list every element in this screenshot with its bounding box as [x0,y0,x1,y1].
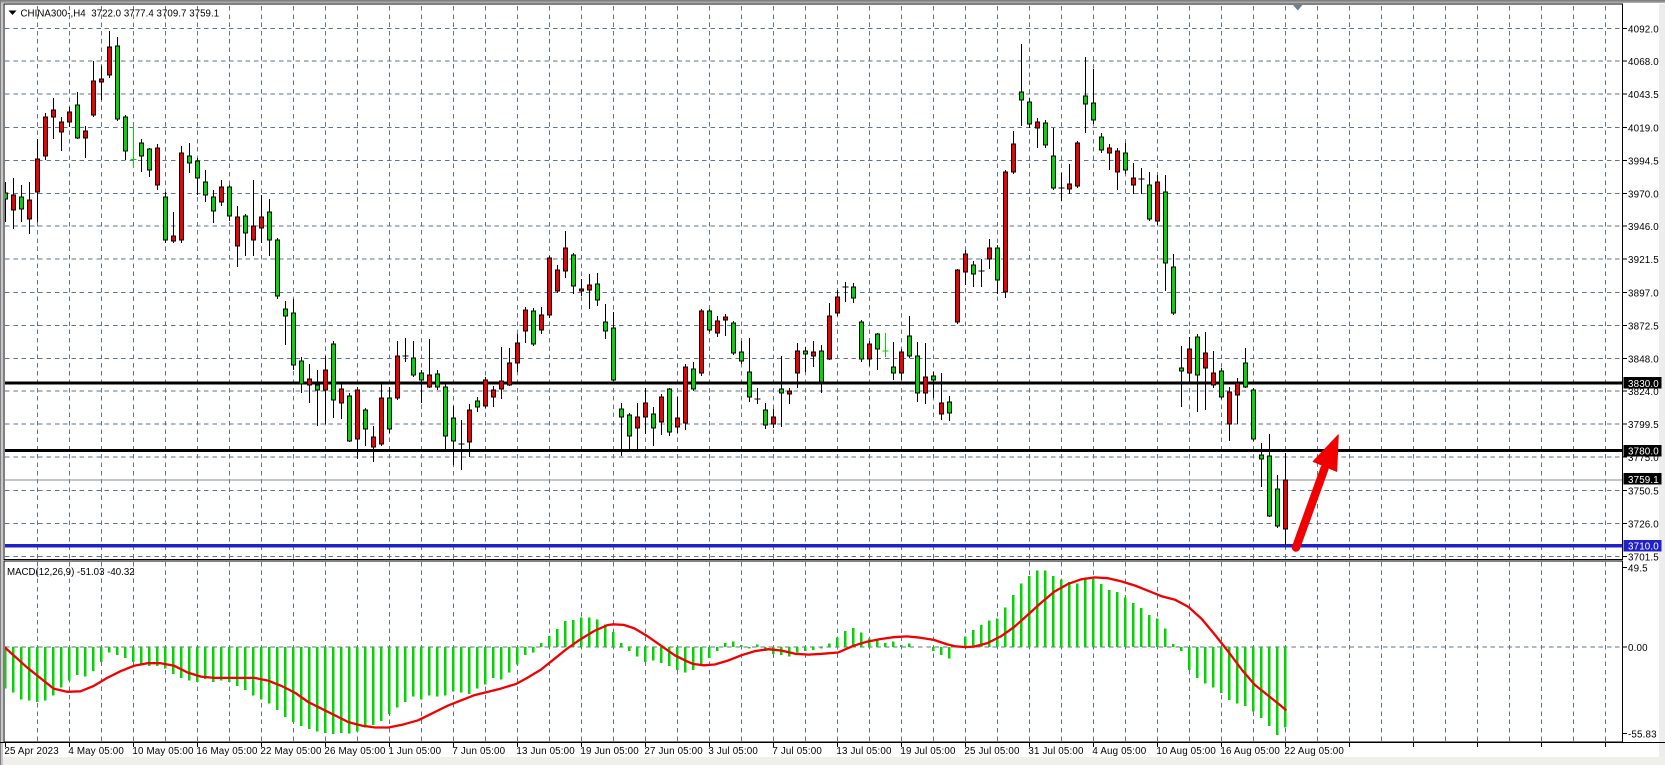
svg-text:7 Jul 05:00: 7 Jul 05:00 [772,746,822,757]
svg-text:3759.1: 3759.1 [1628,475,1659,486]
svg-text:4 Aug 05:00: 4 Aug 05:00 [1092,746,1146,757]
svg-text:16 Aug 05:00: 16 Aug 05:00 [1220,746,1280,757]
svg-text:3726.0: 3726.0 [1628,520,1659,531]
svg-text:22 Aug 05:00: 22 Aug 05:00 [1284,746,1344,757]
svg-text:4 May 05:00: 4 May 05:00 [68,746,124,757]
svg-text:3830.0: 3830.0 [1628,379,1659,390]
svg-text:3780.0: 3780.0 [1628,447,1659,458]
svg-text:0.00: 0.00 [1628,643,1648,654]
svg-text:3848.0: 3848.0 [1628,355,1659,366]
svg-text:25 Apr 2023: 25 Apr 2023 [4,746,59,757]
svg-text:49.5: 49.5 [1628,563,1648,574]
svg-text:3750.5: 3750.5 [1628,486,1659,497]
svg-text:4043.5: 4043.5 [1628,90,1659,101]
svg-text:27 Jun 05:00: 27 Jun 05:00 [644,746,703,757]
svg-text:13 Jul 05:00: 13 Jul 05:00 [836,746,892,757]
svg-text:-55.83: -55.83 [1628,730,1657,741]
svg-text:3710.0: 3710.0 [1628,542,1659,553]
svg-text:10 Aug 05:00: 10 Aug 05:00 [1156,746,1216,757]
svg-text:19 Jul 05:00: 19 Jul 05:00 [900,746,956,757]
svg-text:3701.5: 3701.5 [1628,553,1659,564]
svg-text:4068.0: 4068.0 [1628,57,1659,68]
svg-text:3775.0: 3775.0 [1628,453,1659,464]
svg-text:3872.5: 3872.5 [1628,321,1659,332]
svg-text:22 May 05:00: 22 May 05:00 [260,746,322,757]
svg-text:3921.5: 3921.5 [1628,255,1659,266]
svg-text:1 Jun 05:00: 1 Jun 05:00 [388,746,441,757]
svg-text:13 Jun 05:00: 13 Jun 05:00 [516,746,575,757]
svg-text:25 Jul 05:00: 25 Jul 05:00 [964,746,1020,757]
svg-text:3897.0: 3897.0 [1628,288,1659,299]
svg-text:19 Jun 05:00: 19 Jun 05:00 [580,746,639,757]
svg-text:3994.5: 3994.5 [1628,156,1659,167]
svg-text:3946.0: 3946.0 [1628,222,1659,233]
svg-text:MACD(12,26,9) -51.03 -40.32: MACD(12,26,9) -51.03 -40.32 [7,567,135,578]
svg-text:16 May 05:00: 16 May 05:00 [196,746,258,757]
svg-text:3 Jul 05:00: 3 Jul 05:00 [708,746,758,757]
svg-text:4019.0: 4019.0 [1628,123,1659,134]
svg-text:26 May 05:00: 26 May 05:00 [324,746,386,757]
svg-text:31 Jul 05:00: 31 Jul 05:00 [1028,746,1084,757]
svg-text:4092.0: 4092.0 [1628,25,1659,36]
svg-text:3799.5: 3799.5 [1628,420,1659,431]
svg-text:CHINA300-,H4 3722.0 3777.4 37: CHINA300-,H4 3722.0 3777.4 3709.7 3759.1 [21,9,220,20]
svg-text:3970.0: 3970.0 [1628,190,1659,201]
svg-text:7 Jun 05:00: 7 Jun 05:00 [452,746,505,757]
svg-text:10 May 05:00: 10 May 05:00 [132,746,194,757]
svg-text:3824.0: 3824.0 [1628,387,1659,398]
